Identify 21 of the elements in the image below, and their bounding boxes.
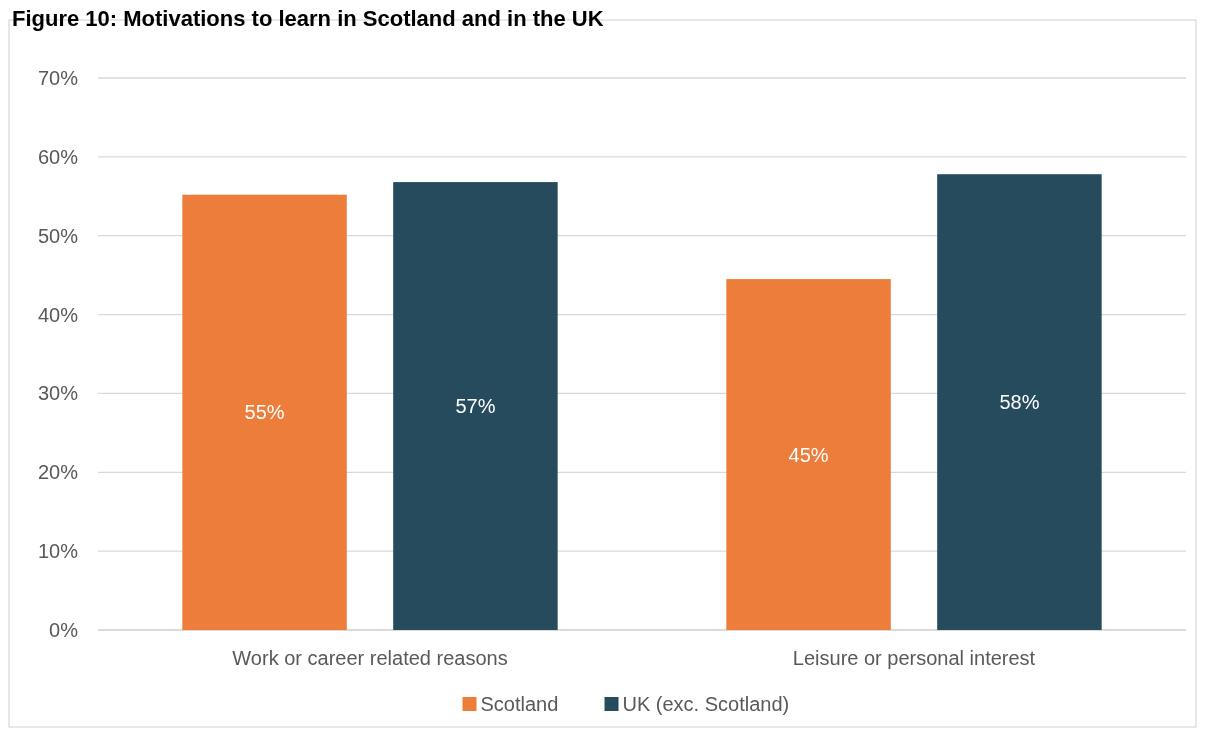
bar xyxy=(726,279,891,630)
chart-title: Figure 10: Motivations to learn in Scotland and in the UK xyxy=(12,6,604,31)
data-label: 55% xyxy=(244,401,285,424)
data-label: 57% xyxy=(455,395,496,418)
legend-label: UK (exc. Scotland) xyxy=(622,693,790,715)
x-tick-label: Leisure or personal interest xyxy=(792,647,1036,669)
x-tick-label: Work or career related reasons xyxy=(232,647,508,669)
y-tick-label: 0% xyxy=(49,619,79,641)
y-tick-label: 30% xyxy=(37,382,79,405)
bar xyxy=(937,174,1102,630)
bar xyxy=(182,194,347,630)
legend-label: Scotland xyxy=(480,693,559,715)
data-label: 45% xyxy=(788,443,829,466)
bar xyxy=(393,182,558,630)
y-tick-label: 60% xyxy=(37,145,79,168)
y-tick-label: 20% xyxy=(37,461,79,484)
y-tick-label: 70% xyxy=(37,67,79,89)
y-tick-label: 50% xyxy=(37,224,79,247)
y-tick-label: 40% xyxy=(37,303,79,326)
data-label: 58% xyxy=(999,391,1040,414)
y-tick-label: 10% xyxy=(37,540,79,563)
